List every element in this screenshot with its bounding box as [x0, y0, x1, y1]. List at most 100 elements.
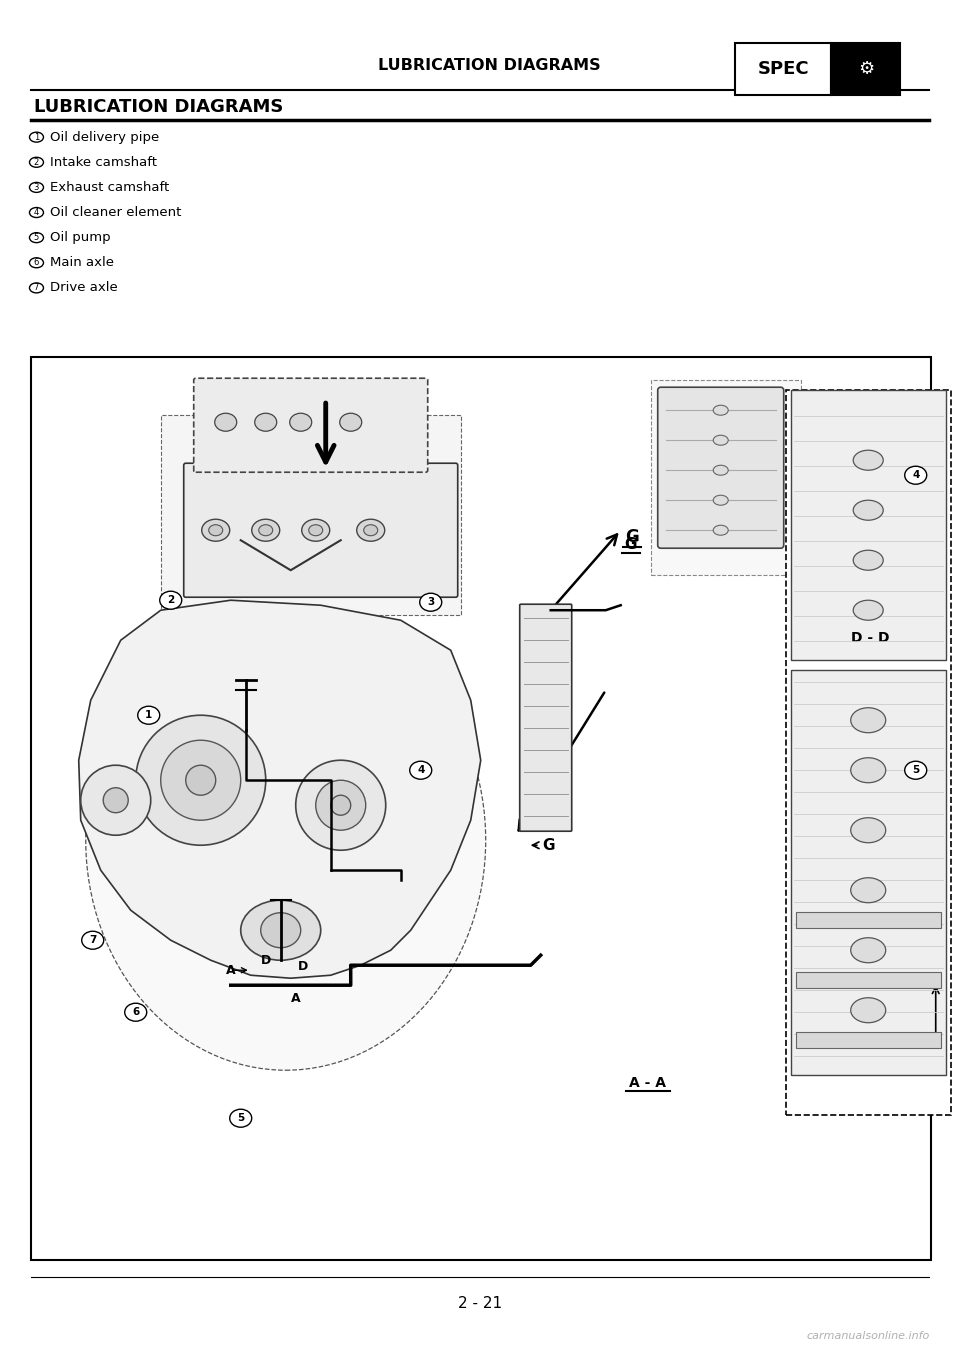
Text: 2 - 21: 2 - 21 — [458, 1296, 502, 1312]
Ellipse shape — [137, 706, 159, 724]
Ellipse shape — [254, 413, 276, 432]
Ellipse shape — [713, 496, 729, 505]
Ellipse shape — [713, 526, 729, 535]
Text: 3: 3 — [427, 598, 434, 607]
Ellipse shape — [202, 519, 229, 542]
FancyBboxPatch shape — [183, 463, 458, 598]
Text: D - D: D - D — [852, 631, 890, 645]
Bar — [735, 43, 831, 95]
Ellipse shape — [301, 519, 329, 542]
Text: 4: 4 — [34, 208, 39, 217]
Ellipse shape — [159, 591, 181, 610]
Ellipse shape — [252, 519, 279, 542]
Bar — [831, 43, 900, 95]
Ellipse shape — [185, 765, 216, 796]
Ellipse shape — [82, 932, 104, 949]
Text: Main axle: Main axle — [50, 257, 114, 269]
Ellipse shape — [296, 760, 386, 850]
FancyBboxPatch shape — [194, 379, 428, 473]
Text: Oil cleaner element: Oil cleaner element — [50, 206, 181, 219]
Text: carmanualsonline.info: carmanualsonline.info — [806, 1331, 929, 1342]
Bar — [31, 357, 931, 1260]
Ellipse shape — [208, 524, 223, 535]
Ellipse shape — [241, 900, 321, 960]
Ellipse shape — [420, 593, 442, 611]
Ellipse shape — [30, 232, 43, 243]
Ellipse shape — [851, 938, 886, 963]
Ellipse shape — [30, 158, 43, 167]
Ellipse shape — [357, 519, 385, 542]
Text: 5: 5 — [34, 234, 39, 242]
Ellipse shape — [904, 466, 926, 485]
FancyBboxPatch shape — [651, 380, 801, 576]
Text: 5: 5 — [237, 1114, 245, 1123]
Ellipse shape — [259, 524, 273, 535]
Text: 4: 4 — [417, 765, 424, 775]
Ellipse shape — [125, 1004, 147, 1021]
Ellipse shape — [135, 716, 266, 845]
FancyBboxPatch shape — [791, 671, 946, 1076]
Text: Intake camshaft: Intake camshaft — [50, 156, 156, 168]
FancyBboxPatch shape — [658, 387, 783, 549]
Text: Oil delivery pipe: Oil delivery pipe — [50, 130, 159, 144]
Ellipse shape — [851, 758, 886, 782]
Text: A: A — [291, 991, 300, 1005]
Text: A: A — [226, 964, 235, 976]
FancyBboxPatch shape — [796, 1032, 941, 1048]
Text: ⚙: ⚙ — [858, 60, 874, 79]
Ellipse shape — [85, 610, 486, 1070]
Ellipse shape — [81, 765, 151, 835]
Text: D: D — [260, 953, 271, 967]
Text: 6: 6 — [34, 258, 39, 268]
Ellipse shape — [330, 796, 350, 815]
Ellipse shape — [30, 258, 43, 268]
Ellipse shape — [160, 740, 241, 820]
Ellipse shape — [713, 466, 729, 475]
Ellipse shape — [30, 182, 43, 193]
Text: G: G — [624, 538, 637, 553]
Ellipse shape — [904, 762, 926, 779]
Text: 2: 2 — [167, 595, 175, 606]
Ellipse shape — [713, 405, 729, 416]
Text: 3: 3 — [34, 183, 39, 191]
Ellipse shape — [410, 762, 432, 779]
Text: LUBRICATION DIAGRAMS: LUBRICATION DIAGRAMS — [34, 98, 283, 117]
FancyBboxPatch shape — [791, 390, 946, 660]
FancyBboxPatch shape — [785, 390, 950, 1115]
Ellipse shape — [853, 500, 883, 520]
FancyBboxPatch shape — [160, 416, 461, 615]
Text: 7: 7 — [89, 936, 96, 945]
Ellipse shape — [104, 788, 129, 812]
FancyBboxPatch shape — [796, 913, 941, 929]
Ellipse shape — [713, 435, 729, 445]
Ellipse shape — [261, 913, 300, 948]
FancyBboxPatch shape — [519, 604, 572, 831]
Ellipse shape — [364, 524, 377, 535]
Ellipse shape — [853, 451, 883, 470]
Text: SPEC: SPEC — [757, 60, 809, 79]
Ellipse shape — [309, 524, 323, 535]
Ellipse shape — [851, 818, 886, 843]
Text: D: D — [298, 960, 308, 972]
Ellipse shape — [851, 998, 886, 1023]
Ellipse shape — [30, 132, 43, 143]
Text: 4: 4 — [912, 470, 920, 481]
Text: 5: 5 — [912, 765, 920, 775]
Ellipse shape — [853, 600, 883, 621]
Text: Drive axle: Drive axle — [50, 281, 118, 295]
Text: 1: 1 — [34, 133, 39, 141]
Ellipse shape — [215, 413, 237, 432]
Text: G: G — [542, 838, 555, 853]
Ellipse shape — [290, 413, 312, 432]
Ellipse shape — [851, 877, 886, 903]
Ellipse shape — [316, 781, 366, 830]
Ellipse shape — [229, 1109, 252, 1127]
Ellipse shape — [853, 550, 883, 570]
Text: 7: 7 — [34, 284, 39, 292]
Text: A - A: A - A — [629, 1077, 666, 1090]
Text: G: G — [625, 528, 638, 546]
Ellipse shape — [851, 708, 886, 733]
FancyBboxPatch shape — [796, 972, 941, 989]
Ellipse shape — [340, 413, 362, 432]
Ellipse shape — [30, 208, 43, 217]
